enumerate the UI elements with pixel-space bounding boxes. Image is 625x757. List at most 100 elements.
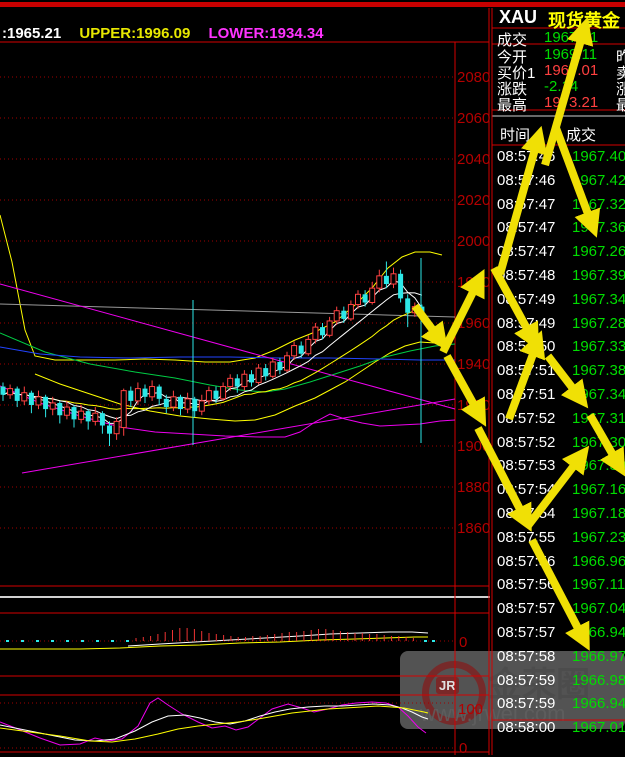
price-axis-label: 2060 xyxy=(457,110,491,127)
tick-price: 1967.34 xyxy=(572,290,625,308)
boll-mid-value: :1965.21 xyxy=(2,25,62,42)
candle xyxy=(107,425,112,434)
candle xyxy=(312,326,319,340)
candle xyxy=(326,320,333,336)
tick-price: 1967.40 xyxy=(572,148,625,165)
watermark-jr-badge-icon: JR xyxy=(436,677,459,694)
watermark-ring-icon xyxy=(422,661,486,725)
candle xyxy=(284,355,290,371)
candle xyxy=(291,345,298,357)
quote-label2: 最 xyxy=(616,97,625,114)
candle xyxy=(277,361,283,371)
quote-row-open: 今开 1969.11 昨 xyxy=(497,46,625,66)
yellow-arrow-annotation xyxy=(443,354,487,427)
quote-value: 1973.21 xyxy=(544,94,599,111)
candle xyxy=(305,338,312,355)
symbol-code: XAU xyxy=(499,7,538,27)
quote-label: 买价1 xyxy=(497,65,536,82)
candle xyxy=(43,396,49,410)
candle xyxy=(142,388,148,397)
candle xyxy=(14,388,20,401)
price-axis-label: 1880 xyxy=(457,479,491,496)
magenta-ma xyxy=(0,385,456,438)
tick-time: 08:57:57 xyxy=(497,624,556,641)
candle xyxy=(341,310,347,319)
candle xyxy=(57,402,63,416)
candle xyxy=(184,398,191,410)
tick-row: 08:57:58 1966.97 xyxy=(492,648,625,670)
tick-time: 08:57:59 xyxy=(497,695,556,713)
candle xyxy=(298,345,304,354)
candle xyxy=(21,392,28,402)
tick-time: 08:58:00 xyxy=(497,719,556,737)
tick-price: 1967.01 xyxy=(572,719,625,737)
candle xyxy=(63,406,70,416)
quote-label: 涨跌 xyxy=(497,81,528,98)
watermark-brand: 金荣圈 xyxy=(488,666,590,704)
tick-row: 08:57:57 1967.04 xyxy=(492,600,625,622)
gray-trendline xyxy=(0,303,456,318)
quote-label: 今开 xyxy=(497,49,528,66)
quote-label2: 涨 xyxy=(616,81,625,98)
price-axis-label: 2020 xyxy=(457,192,491,209)
tick-row: 08:57:56 1967.11 xyxy=(492,576,625,598)
candle xyxy=(35,396,42,406)
tick-price: 1966.96 xyxy=(572,552,625,570)
candle xyxy=(163,398,169,408)
candle xyxy=(241,373,248,388)
price-axis-label: 2040 xyxy=(457,151,491,168)
candle xyxy=(49,402,56,410)
tick-price: 1967.23 xyxy=(572,528,625,546)
candle xyxy=(249,374,254,383)
tick-row: 08:57:48 1967.39 xyxy=(492,267,625,289)
tick-time: 08:57:48 xyxy=(497,267,556,284)
candle xyxy=(7,388,14,396)
quote-label2: 昨 xyxy=(616,49,625,66)
yellow-arrow-annotation xyxy=(523,445,590,530)
tick-price: 1967.28 xyxy=(572,314,625,332)
quote-row-high: 最高 1973.21 最 xyxy=(497,94,625,114)
candle xyxy=(362,294,368,303)
candle xyxy=(28,392,34,405)
tick-price: 1966.97 xyxy=(572,647,625,665)
candle xyxy=(269,361,276,377)
tick-price: 1967.33 xyxy=(572,338,625,356)
tick-row: 08:57:59 1966.98 xyxy=(492,672,625,694)
candle xyxy=(369,287,376,303)
tick-time: 08:57:56 xyxy=(497,576,556,594)
tick-price: 1966.98 xyxy=(572,671,625,689)
boll-indicator-readout: :1965.21 UPPER:1996.09 LOWER:1934.34 xyxy=(2,25,324,42)
candle xyxy=(71,407,77,420)
candle xyxy=(178,396,183,410)
candle xyxy=(120,390,127,429)
green-ma xyxy=(0,332,456,393)
candle xyxy=(156,386,162,399)
magenta-trendline-down xyxy=(0,283,456,410)
tick-time: 08:57:57 xyxy=(497,600,556,618)
candle xyxy=(320,327,325,336)
candle xyxy=(128,390,134,401)
quote-label2: 卖 xyxy=(616,65,625,82)
yellow-arrow-annotation xyxy=(505,330,546,421)
yellow-arrow-annotation xyxy=(411,303,449,351)
candle xyxy=(234,378,240,387)
tick-price: 1966.94 xyxy=(572,695,625,713)
tick-price: 1967.38 xyxy=(572,362,625,380)
boll-upper-value: UPPER:1996.09 xyxy=(79,25,191,42)
macd-zero-label: 0 xyxy=(459,634,468,651)
tick-price: 1967.39 xyxy=(572,267,625,284)
yellow-arrow-annotation xyxy=(474,426,532,532)
boll-lower-value: LOWER:1934.34 xyxy=(208,25,324,42)
quote-label: 最高 xyxy=(497,97,528,114)
candle xyxy=(263,368,269,377)
tick-table-header-price: 成交 xyxy=(566,127,597,144)
watermark-url: www.jrwei.com xyxy=(420,701,566,726)
candle xyxy=(376,275,383,289)
tick-price: 1967.18 xyxy=(572,505,625,522)
candle xyxy=(78,410,85,420)
price-axis-label: 2080 xyxy=(457,69,491,86)
tick-time: 08:57:53 xyxy=(497,457,556,475)
magenta-trendline-up xyxy=(21,398,456,474)
